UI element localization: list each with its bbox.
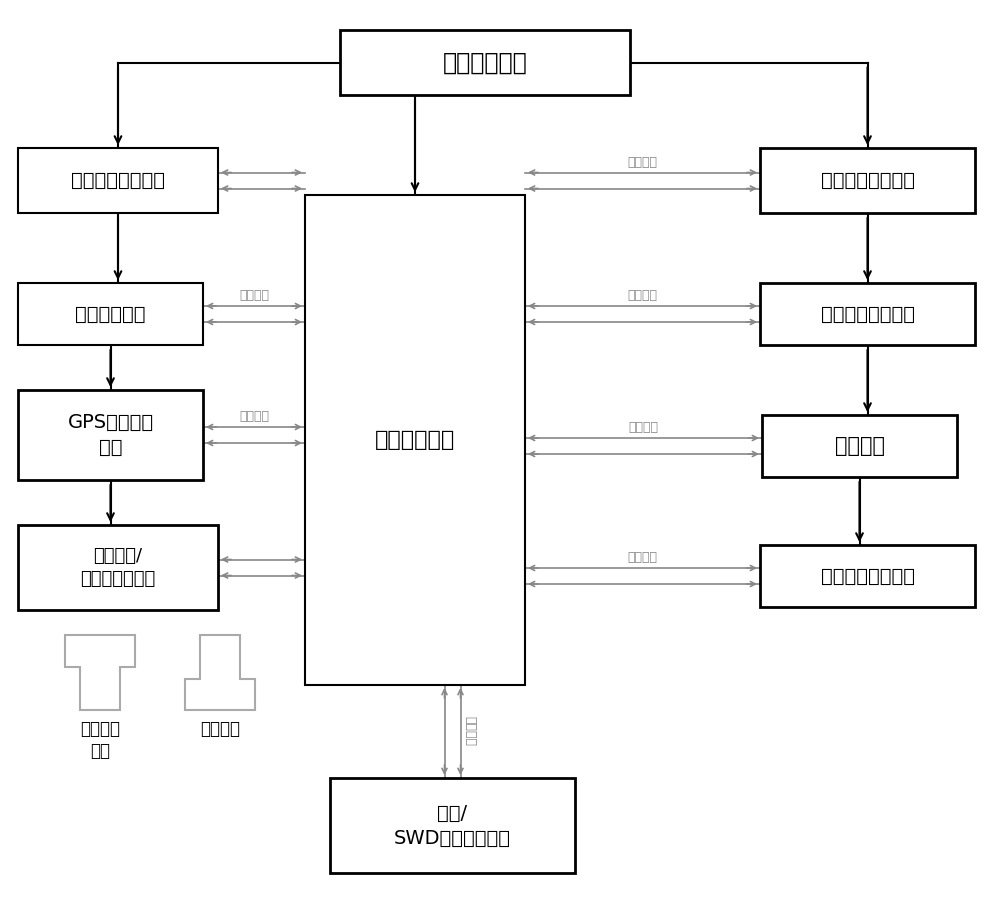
Text: 串行总线: 串行总线 bbox=[628, 289, 658, 302]
Text: 遥控信号: 遥控信号 bbox=[200, 720, 240, 738]
Bar bbox=[330, 778, 575, 873]
Bar bbox=[762, 415, 957, 477]
Bar bbox=[760, 545, 975, 607]
Text: 串行总线: 串行总线 bbox=[239, 289, 269, 302]
Text: 微处理器模块: 微处理器模块 bbox=[375, 430, 455, 450]
Bar bbox=[18, 283, 203, 345]
Text: 串行总线: 串行总线 bbox=[628, 156, 658, 169]
Bar bbox=[18, 390, 203, 480]
Text: 串口/
SWD调试接口电路: 串口/ SWD调试接口电路 bbox=[394, 804, 511, 847]
Text: 信号输入/
输出及扩展接口: 信号输入/ 输出及扩展接口 bbox=[80, 546, 156, 588]
Text: 机身姿态控制模块: 机身姿态控制模块 bbox=[820, 171, 914, 190]
Text: 串行总线: 串行总线 bbox=[628, 551, 658, 564]
Bar bbox=[340, 30, 630, 95]
Text: GPS定位导航
模块: GPS定位导航 模块 bbox=[67, 413, 154, 457]
Bar bbox=[760, 148, 975, 213]
Bar bbox=[18, 525, 218, 610]
Text: 供电电源模块: 供电电源模块 bbox=[443, 51, 527, 74]
Text: 数字罗盘: 数字罗盘 bbox=[834, 436, 885, 456]
Text: 机体状态指示电路: 机体状态指示电路 bbox=[71, 171, 165, 190]
Bar bbox=[760, 283, 975, 345]
Bar bbox=[305, 195, 525, 685]
Text: 无线收发模块: 无线收发模块 bbox=[75, 304, 146, 323]
Text: 串行总线: 串行总线 bbox=[629, 421, 658, 434]
Bar bbox=[18, 148, 218, 213]
Text: 串行总线: 串行总线 bbox=[239, 410, 269, 423]
Text: 飞行高度检测模块: 飞行高度检测模块 bbox=[820, 304, 914, 323]
Text: 飞行高度检测模块: 飞行高度检测模块 bbox=[820, 566, 914, 585]
Text: 串行总线: 串行总线 bbox=[464, 717, 477, 747]
Text: 电机驱动
信号: 电机驱动 信号 bbox=[80, 720, 120, 760]
